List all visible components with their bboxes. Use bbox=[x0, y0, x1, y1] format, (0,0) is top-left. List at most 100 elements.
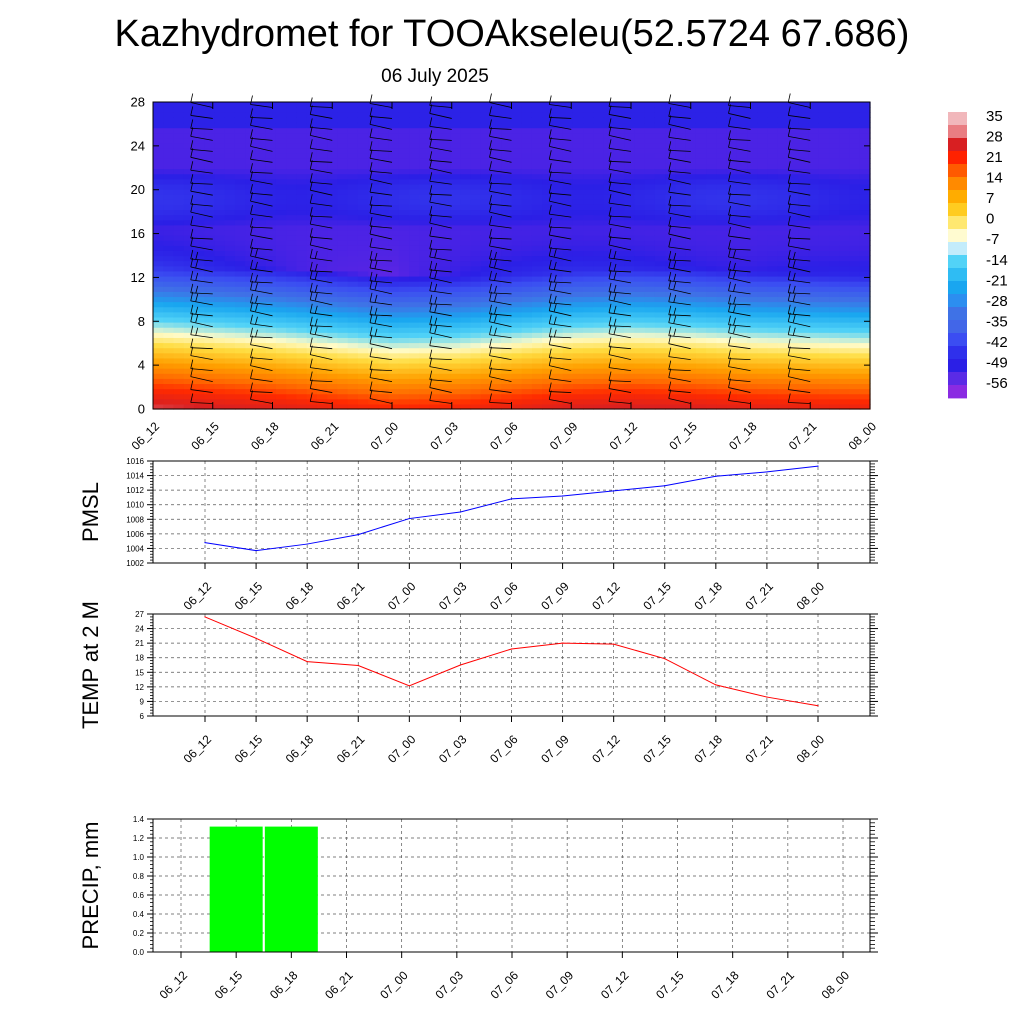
wind-barb bbox=[250, 150, 253, 160]
wind-barb bbox=[369, 335, 393, 339]
heatmap-cell bbox=[255, 403, 267, 410]
heatmap-cell bbox=[357, 368, 369, 374]
heatmap-cell bbox=[337, 112, 349, 118]
heatmap-cell bbox=[818, 122, 830, 129]
heatmap-cell bbox=[306, 332, 318, 338]
heatmap-cell bbox=[470, 229, 482, 236]
heatmap-cell bbox=[429, 306, 441, 313]
heatmap-cell bbox=[429, 127, 441, 134]
heatmap-cell bbox=[788, 368, 799, 374]
wind-barb bbox=[668, 233, 691, 240]
heatmap-cell bbox=[337, 122, 349, 129]
heatmap-cell bbox=[583, 158, 595, 164]
heatmap-cell bbox=[552, 270, 564, 277]
heatmap-cell bbox=[480, 316, 492, 323]
heatmap-cell bbox=[859, 286, 871, 292]
heatmap-cell bbox=[675, 199, 687, 205]
heatmap-cell bbox=[583, 194, 595, 200]
heatmap-cell bbox=[450, 362, 461, 369]
heatmap-cell bbox=[316, 327, 328, 333]
wind-barb bbox=[429, 130, 433, 140]
wind-barb bbox=[788, 115, 811, 119]
heatmap-cell bbox=[849, 347, 861, 354]
heatmap-cell bbox=[409, 199, 420, 205]
heatmap-cell bbox=[747, 362, 758, 369]
heatmap-cell bbox=[818, 362, 830, 369]
heatmap-cell bbox=[829, 173, 840, 180]
heatmap-cell bbox=[644, 204, 656, 211]
wind-barb bbox=[728, 387, 751, 393]
heatmap-cell bbox=[644, 224, 656, 231]
heatmap-cell bbox=[275, 122, 287, 129]
heatmap-cell bbox=[214, 178, 226, 185]
heatmap-cell bbox=[593, 306, 605, 313]
wind-barb bbox=[310, 346, 333, 350]
heatmap-cell bbox=[204, 240, 216, 246]
heatmap-cell bbox=[501, 311, 513, 318]
heatmap-cell bbox=[419, 127, 431, 134]
heatmap-cell bbox=[378, 362, 390, 369]
heatmap-cell bbox=[747, 286, 758, 292]
heatmap-cell bbox=[265, 393, 277, 400]
heatmap-cell bbox=[153, 209, 164, 216]
heatmap-cell bbox=[542, 316, 554, 323]
heatmap-cell bbox=[388, 209, 400, 216]
wind-barb bbox=[548, 382, 552, 392]
wind-barb bbox=[668, 141, 672, 151]
heatmap-cell bbox=[224, 311, 236, 318]
heatmap-cell bbox=[173, 137, 185, 144]
heatmap-cell bbox=[347, 209, 359, 216]
heatmap-cell bbox=[849, 163, 861, 170]
heatmap-cell bbox=[726, 291, 738, 298]
heatmap-cell bbox=[593, 368, 605, 374]
heatmap-cell bbox=[747, 250, 758, 257]
wind-barb bbox=[668, 107, 672, 117]
heatmap-cell bbox=[726, 347, 738, 354]
heatmap-cell bbox=[859, 127, 871, 134]
heatmap-cell bbox=[347, 306, 359, 313]
heatmap-cell bbox=[163, 327, 175, 333]
heatmap-cell bbox=[788, 122, 799, 129]
wind-barb bbox=[190, 115, 213, 119]
heatmap-cell bbox=[255, 316, 267, 323]
heatmap-cell bbox=[491, 362, 502, 369]
heatmap-cell bbox=[624, 188, 636, 195]
heatmap-cell bbox=[337, 137, 349, 144]
heatmap-cell bbox=[808, 286, 820, 292]
heatmap-cell bbox=[388, 373, 400, 379]
heatmap-cell bbox=[665, 163, 676, 170]
heatmap-cell bbox=[398, 342, 410, 349]
heatmap-cell bbox=[214, 137, 226, 144]
heatmap-cell bbox=[255, 168, 267, 175]
heatmap-cell bbox=[552, 127, 564, 134]
heatmap-cell bbox=[788, 281, 799, 287]
heatmap-cell bbox=[245, 153, 257, 159]
heatmap-cell bbox=[798, 229, 810, 236]
heatmap-cell bbox=[542, 368, 554, 374]
heatmap-cell bbox=[644, 245, 656, 251]
heatmap-cell bbox=[849, 368, 861, 374]
heatmap-cell bbox=[716, 255, 728, 262]
heatmap-cell bbox=[644, 250, 656, 257]
heatmap-cell bbox=[491, 132, 502, 139]
heatmap-cell bbox=[798, 132, 810, 139]
wind-barb bbox=[608, 346, 632, 350]
heatmap-cell bbox=[603, 183, 615, 190]
heatmap-cell bbox=[480, 235, 492, 241]
wind-barb bbox=[728, 358, 751, 361]
heatmap-cell bbox=[245, 204, 257, 211]
heatmap-cell bbox=[593, 347, 605, 354]
heatmap-cell bbox=[593, 255, 605, 262]
heatmap-cell bbox=[818, 316, 830, 323]
heatmap-cell bbox=[829, 347, 840, 354]
heatmap-cell bbox=[624, 250, 636, 257]
heatmap-cell bbox=[163, 122, 175, 129]
heatmap-cell bbox=[552, 398, 564, 405]
heatmap-cell bbox=[593, 107, 605, 113]
heatmap-cell bbox=[286, 209, 297, 216]
heatmap-cell bbox=[562, 229, 574, 236]
heatmap-cell bbox=[234, 378, 246, 385]
wind-barb bbox=[728, 96, 731, 106]
heatmap-cell bbox=[296, 158, 308, 164]
